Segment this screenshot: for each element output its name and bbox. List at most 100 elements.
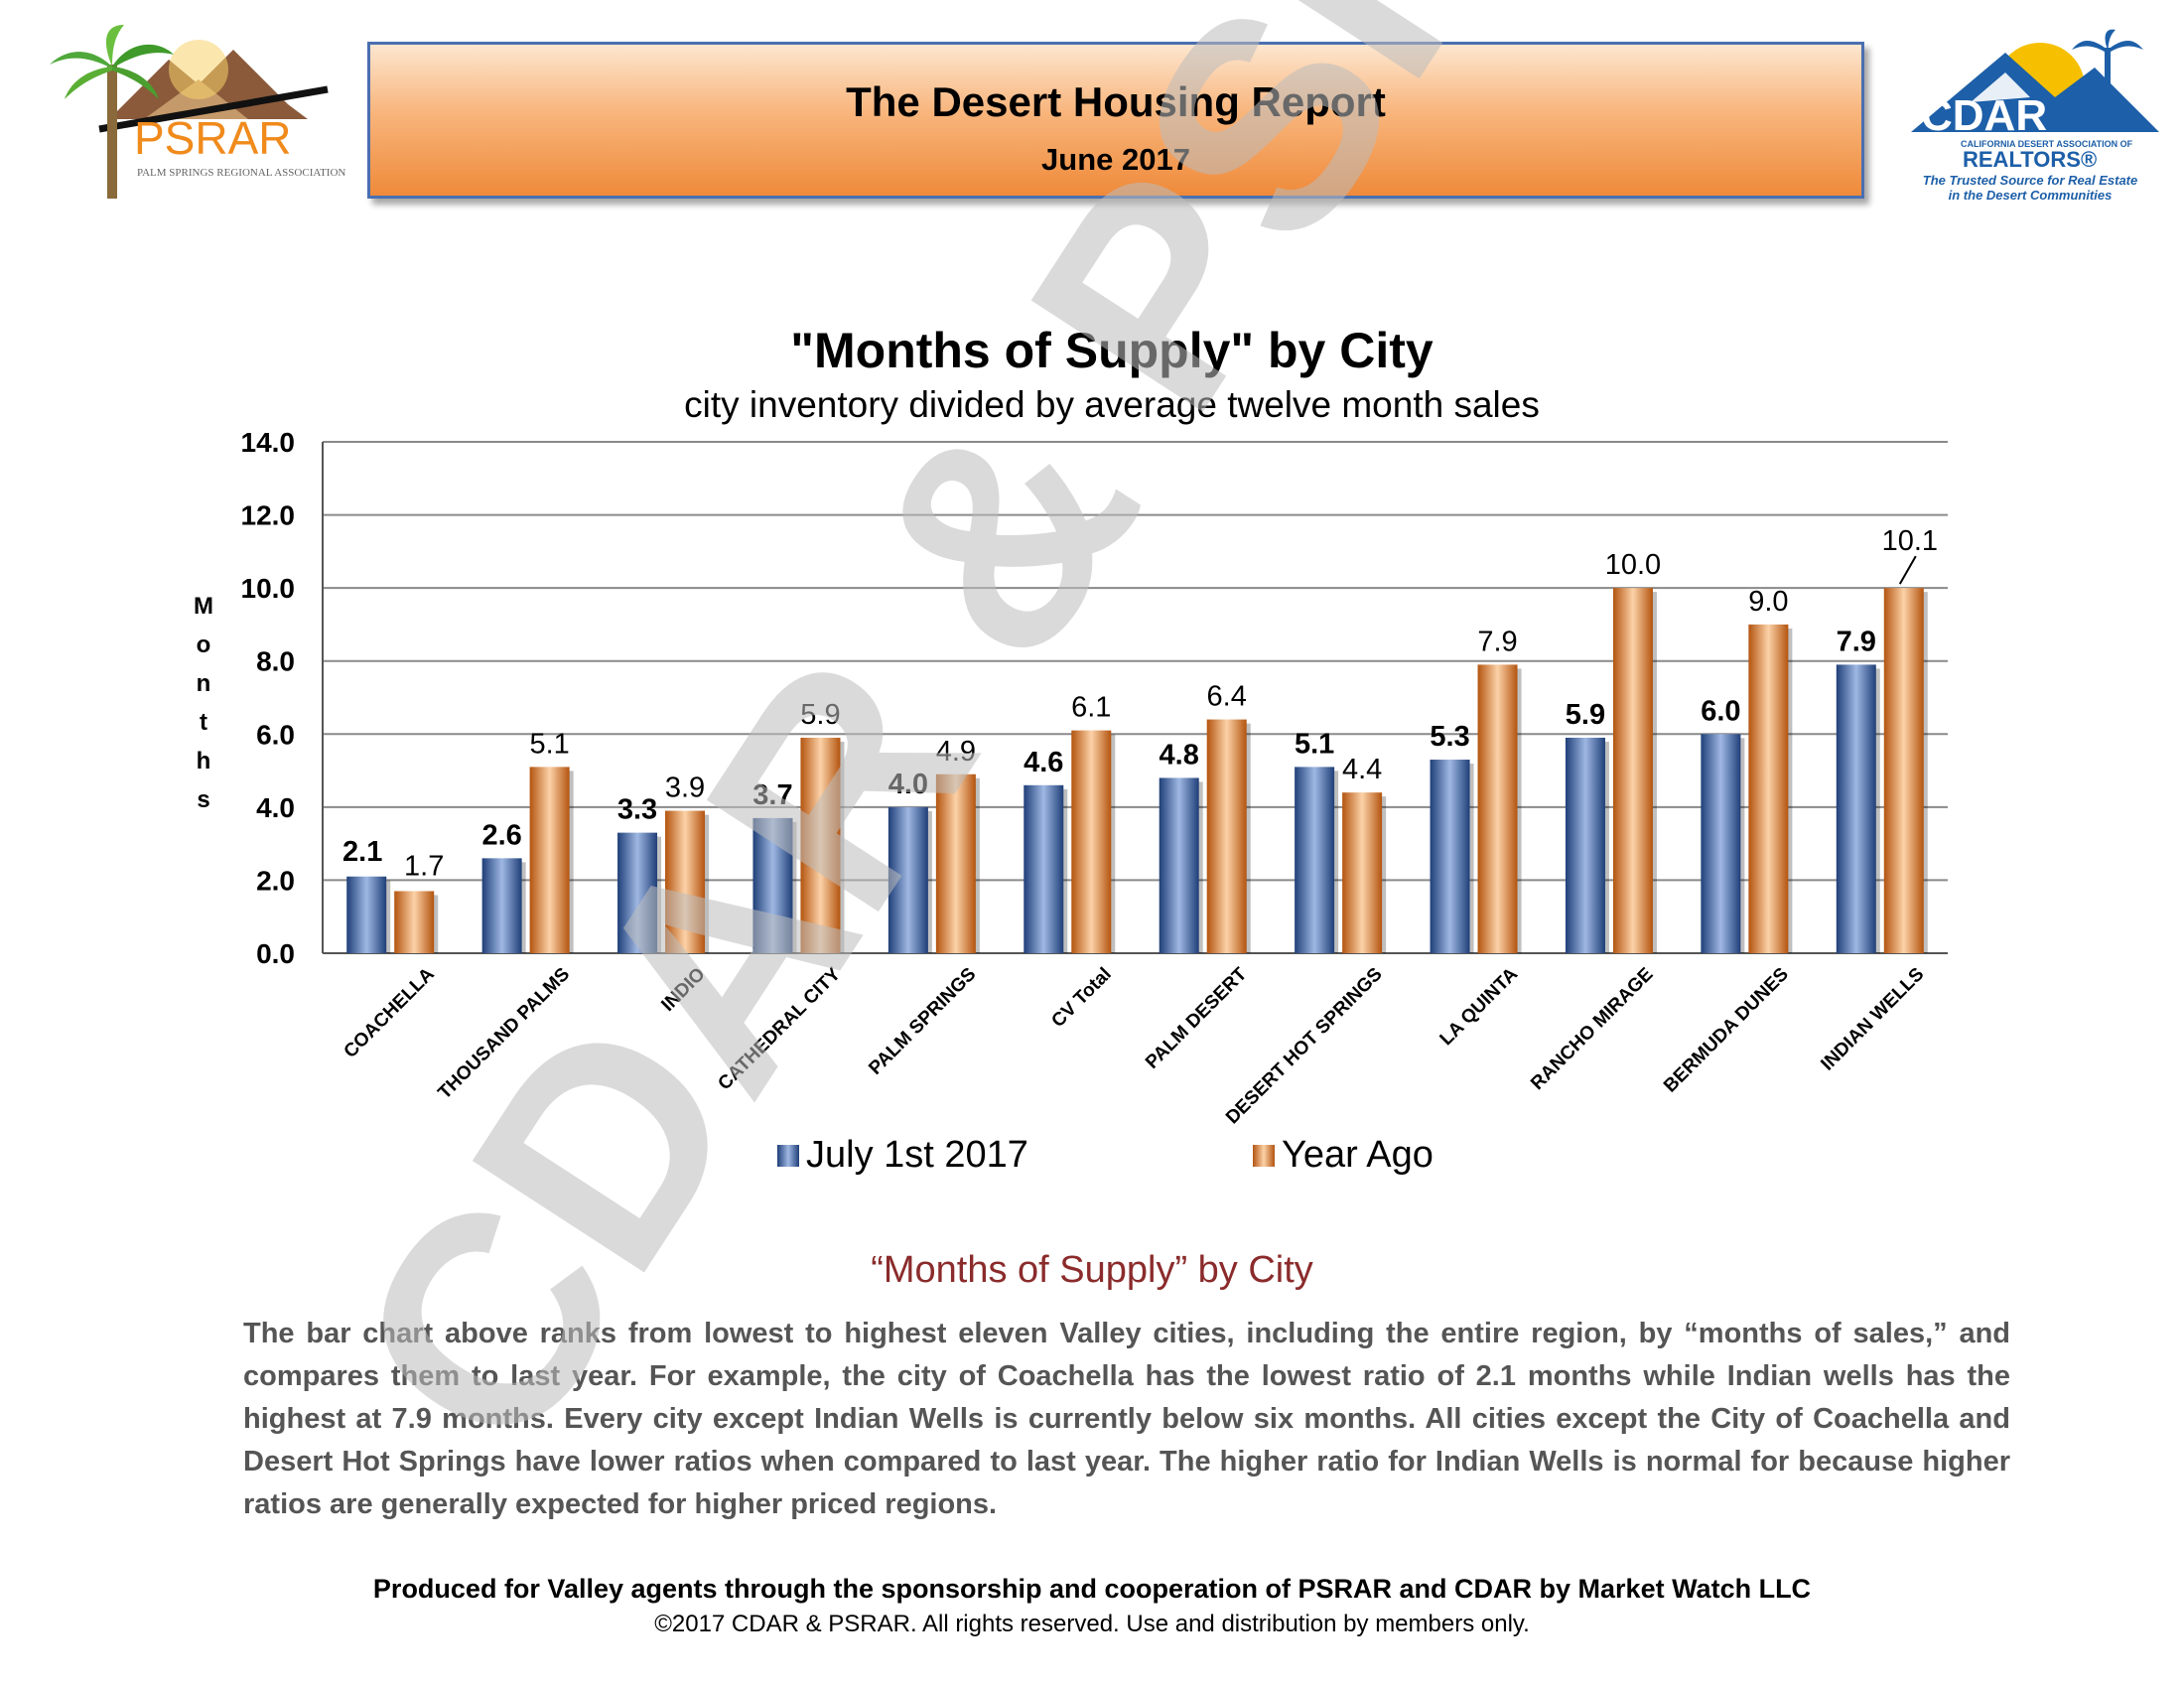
cdar-logo: CDAR CALIFORNIA DESERT ASSOCIATION OF RE… [1911, 29, 2159, 203]
bar-year-ago [800, 737, 841, 953]
bar-july-2017 [617, 832, 658, 953]
y-axis-label-letter: o [197, 632, 211, 658]
bar-july-2017 [346, 876, 387, 953]
y-axis-label-letter: n [197, 670, 211, 697]
palm-trunk [107, 65, 117, 199]
footer-copyright: ©2017 CDAR & PSRAR. All rights reserved.… [654, 1611, 1530, 1637]
y-axis-label-letter: M [194, 593, 213, 620]
bar-year-ago [1206, 719, 1247, 953]
data-label-july-2017: 4.8 [1160, 739, 1199, 771]
bar-year-ago [1612, 588, 1653, 953]
y-tick-label: 0.0 [256, 938, 295, 969]
palm-frond-icon [50, 52, 112, 69]
x-category-label: PALM SPRINGS [865, 964, 980, 1079]
legend-label-july: July 1st 2017 [806, 1134, 1028, 1176]
bar-july-2017 [752, 817, 793, 953]
cdar-org-name: CALIFORNIA DESERT ASSOCIATION OF [1961, 139, 2133, 149]
data-label-year-ago: 6.1 [1071, 692, 1111, 724]
y-axis-label: Months [194, 593, 213, 813]
y-tick-label: 14.0 [241, 427, 296, 458]
y-tick-label: 2.0 [256, 865, 295, 896]
data-label-year-ago: 7.9 [1477, 626, 1517, 657]
palm-frond-icon [2072, 29, 2143, 54]
y-tick-label: 8.0 [256, 646, 295, 677]
x-category-label: INDIAN WELLS [1817, 964, 1928, 1075]
section-heading: “Months of Supply” by City [871, 1249, 1313, 1291]
chart-title: "Months of Supply" by City [790, 323, 1433, 378]
x-category-label: COACHELLA [341, 963, 439, 1061]
chart-legend: July 1st 2017 Year Ago [777, 1134, 1433, 1176]
bar-july-2017 [1836, 664, 1876, 953]
data-label-july-2017: 2.1 [342, 836, 382, 868]
data-label-july-2017: 5.9 [1566, 699, 1605, 731]
data-label-july-2017: 4.0 [888, 769, 928, 800]
bar-july-2017 [481, 858, 522, 953]
x-category-label: BERMUDA DUNES [1660, 964, 1793, 1097]
data-label-year-ago: 6.4 [1207, 681, 1247, 713]
chart-subtitle: city inventory divided by average twelve… [684, 384, 1540, 425]
mountains-shape [1911, 53, 2159, 132]
data-label-july-2017: 6.0 [1701, 695, 1740, 727]
data-label-year-ago: 1.7 [404, 850, 444, 882]
data-label-year-ago: 10.0 [1605, 549, 1661, 581]
legend-label-year-ago: Year Ago [1282, 1134, 1433, 1176]
footer-credit: Produced for Valley agents through the s… [372, 1574, 1812, 1604]
x-category-label: CV Total [1047, 964, 1115, 1032]
x-category-label: CATHEDRAL CITY [714, 963, 845, 1094]
y-axis-label-letter: t [200, 709, 207, 736]
data-label-year-ago: 3.9 [665, 773, 705, 804]
y-axis-label-letter: s [197, 786, 209, 813]
cdar-tagline-1: The Trusted Source for Real Estate [1923, 173, 2138, 188]
data-label-year-ago: 5.1 [529, 728, 569, 760]
months-of-supply-chart: "Months of Supply" by City city inventor… [194, 323, 1948, 1176]
y-tick-label: 6.0 [256, 719, 295, 750]
cdar-realtors: REALTORS® [1963, 147, 2097, 172]
data-label-year-ago: 4.4 [1342, 754, 1382, 785]
bar-july-2017 [1701, 734, 1741, 953]
description-paragraph: The bar chart above ranks from lowest to… [243, 1318, 2010, 1520]
y-tick-label: 12.0 [241, 500, 296, 531]
horizon-line [98, 85, 329, 133]
data-label-july-2017: 7.9 [1837, 626, 1876, 657]
data-label-july-2017: 4.6 [1024, 747, 1063, 778]
bar-july-2017 [1295, 767, 1335, 953]
bar-year-ago [1477, 664, 1518, 953]
bar-year-ago [394, 891, 435, 953]
bar-july-2017 [1159, 777, 1199, 953]
legend-swatch-july [777, 1145, 799, 1167]
data-label-july-2017: 3.3 [617, 794, 657, 826]
bar-july-2017 [887, 806, 928, 953]
label-leader-line [1898, 555, 1917, 585]
x-category-label: LA QUINTA [1436, 963, 1523, 1050]
cdar-tagline-2: in the Desert Communities [1949, 188, 2113, 203]
cdar-wordmark: CDAR [1921, 91, 2047, 140]
report-title: The Desert Housing Report [846, 78, 1386, 125]
x-category-label: PALM DESERT [1142, 963, 1251, 1072]
bar-year-ago [665, 810, 706, 953]
bar-year-ago [935, 774, 976, 953]
data-label-year-ago: 5.9 [800, 699, 840, 731]
data-label-year-ago: 4.9 [936, 736, 976, 768]
bar-year-ago [1883, 588, 1924, 953]
x-category-label: DESERT HOT SPRINGS [1222, 964, 1387, 1129]
x-category-label: INDIO [657, 964, 709, 1016]
bar-year-ago [1071, 730, 1112, 953]
x-category-label: THOUSAND PALMS [434, 964, 574, 1104]
data-label-year-ago: 10.1 [1882, 525, 1938, 557]
bar-year-ago [529, 767, 570, 953]
bar-july-2017 [1024, 784, 1064, 953]
y-tick-label: 4.0 [256, 792, 295, 823]
bar-july-2017 [1430, 760, 1470, 953]
psrar-wordmark: PSRAR [134, 112, 291, 164]
report-date: June 2017 [1041, 142, 1190, 177]
x-category-label: RANCHO MIRAGE [1527, 964, 1657, 1094]
psrar-tagline: PALM SPRINGS REGIONAL ASSOCIATION of REA… [137, 167, 347, 179]
report-header-banner: The Desert Housing Report June 2017 [367, 42, 1864, 199]
bar-july-2017 [1565, 737, 1605, 953]
y-axis-label-letter: h [197, 748, 211, 774]
psrar-logo: PSRAR PALM SPRINGS REGIONAL ASSOCIATION … [50, 25, 347, 199]
legend-swatch-year-ago [1253, 1145, 1275, 1167]
palm-trunk [2105, 48, 2111, 127]
data-label-july-2017: 5.3 [1430, 721, 1469, 753]
data-label-july-2017: 5.1 [1295, 728, 1334, 760]
